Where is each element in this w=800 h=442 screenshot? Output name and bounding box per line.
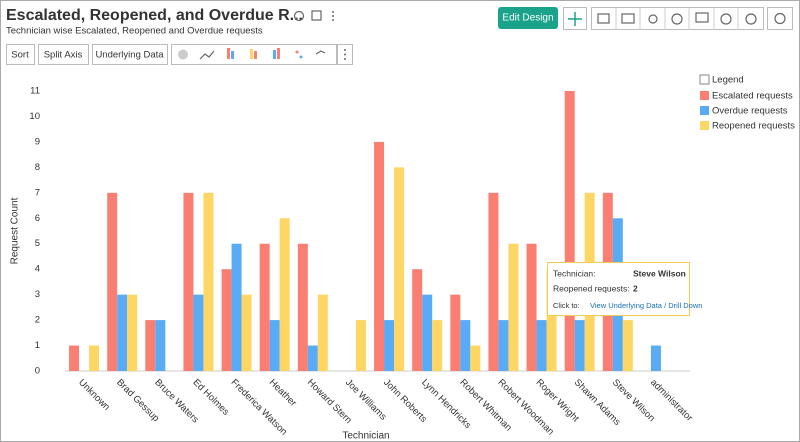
legend-label: Escalated requests — [712, 91, 793, 102]
bar[interactable] — [203, 192, 214, 371]
bar[interactable] — [394, 167, 405, 371]
bar[interactable] — [231, 243, 242, 371]
bar[interactable] — [155, 320, 166, 371]
bar[interactable] — [145, 320, 156, 371]
y-tick-label: 11 — [30, 86, 40, 97]
toolbar-button[interactable] — [38, 44, 89, 65]
y-tick-label: 10 — [29, 111, 40, 122]
y-tick-label: 1 — [35, 340, 40, 351]
legend-swatch[interactable] — [700, 106, 709, 115]
tooltip-category: Steve Wilson — [633, 268, 686, 278]
bar[interactable] — [650, 345, 661, 371]
toolbar-button-label: Sort — [11, 50, 29, 61]
title-icons[interactable] — [293, 10, 335, 22]
legend-label: Reopened requests — [712, 121, 795, 132]
tooltip-category-label: Technician: — [553, 268, 596, 278]
subtitle: Technician wise Escalated, Reopened and … — [6, 26, 263, 37]
x-axis-label: Technician — [342, 431, 389, 442]
bar[interactable] — [432, 320, 443, 371]
bar[interactable] — [183, 192, 194, 371]
edit-design-label: Edit Design — [502, 13, 553, 24]
bar[interactable] — [307, 345, 318, 371]
tooltip-box — [547, 262, 690, 316]
bar[interactable] — [536, 320, 547, 371]
bar[interactable] — [241, 294, 252, 371]
y-tick-label: 5 — [35, 238, 40, 249]
bar[interactable] — [355, 320, 366, 371]
toolbar-button[interactable] — [6, 44, 35, 65]
tooltip-action-label: Click to: — [553, 301, 580, 310]
toolbar-button-label: Underlying Data — [95, 50, 164, 61]
bar[interactable] — [488, 192, 499, 371]
bar[interactable] — [384, 320, 395, 371]
bar[interactable] — [221, 269, 232, 371]
bar[interactable] — [526, 243, 537, 371]
bar[interactable] — [574, 320, 585, 371]
bar[interactable] — [69, 345, 80, 371]
bar[interactable] — [412, 269, 423, 371]
bar[interactable] — [422, 294, 433, 371]
legend-swatch[interactable] — [700, 121, 709, 130]
y-tick-label: 7 — [35, 187, 40, 198]
bar[interactable] — [374, 141, 385, 371]
bar[interactable] — [279, 218, 290, 371]
y-tick-label: 4 — [35, 264, 40, 275]
bar[interactable] — [317, 294, 328, 371]
bar[interactable] — [546, 269, 557, 371]
bar[interactable] — [498, 320, 509, 371]
bar[interactable] — [89, 345, 100, 371]
tooltip-value-label: Reopened requests: — [553, 283, 630, 293]
y-tick-label: 2 — [35, 315, 40, 326]
header-icons[interactable] — [563, 7, 793, 31]
legend-title: Legend — [712, 75, 744, 86]
title: Escalated, Reopened, and Overdue R... — [6, 7, 303, 24]
bar[interactable] — [193, 294, 204, 371]
toolbar-button[interactable] — [92, 44, 168, 65]
tooltip-value: 2 — [633, 283, 638, 293]
bar[interactable] — [107, 192, 118, 371]
bar[interactable] — [508, 243, 519, 371]
bar[interactable] — [259, 243, 270, 371]
y-tick-label: 0 — [35, 366, 40, 377]
bar[interactable] — [269, 320, 280, 371]
bar[interactable] — [564, 91, 575, 371]
legend-toggle[interactable] — [699, 74, 710, 85]
bar[interactable] — [622, 320, 633, 371]
legend: Legend Escalated requests Overdue requests… — [699, 74, 795, 132]
edit-design-button[interactable]: Edit Design — [498, 7, 558, 29]
tooltip-action[interactable]: View Underlying Data / Drill Down — [590, 301, 702, 310]
y-axis-label: Request Count — [10, 197, 21, 264]
bar[interactable] — [297, 243, 308, 371]
legend-label: Overdue requests — [712, 106, 788, 117]
toolbar: Sort Split Axis Underlying Data — [6, 44, 353, 65]
bar[interactable] — [460, 320, 471, 371]
y-tick-label: 3 — [35, 289, 40, 300]
bar[interactable] — [117, 294, 128, 371]
y-tick-label: 9 — [35, 136, 40, 147]
legend-swatch[interactable] — [700, 91, 709, 100]
toolbar-button-label: Split Axis — [44, 50, 83, 61]
bar[interactable] — [127, 294, 138, 371]
bar[interactable] — [450, 294, 461, 371]
y-tick-label: 8 — [35, 162, 40, 173]
bar[interactable] — [470, 345, 481, 371]
y-tick-label: 6 — [35, 213, 40, 224]
